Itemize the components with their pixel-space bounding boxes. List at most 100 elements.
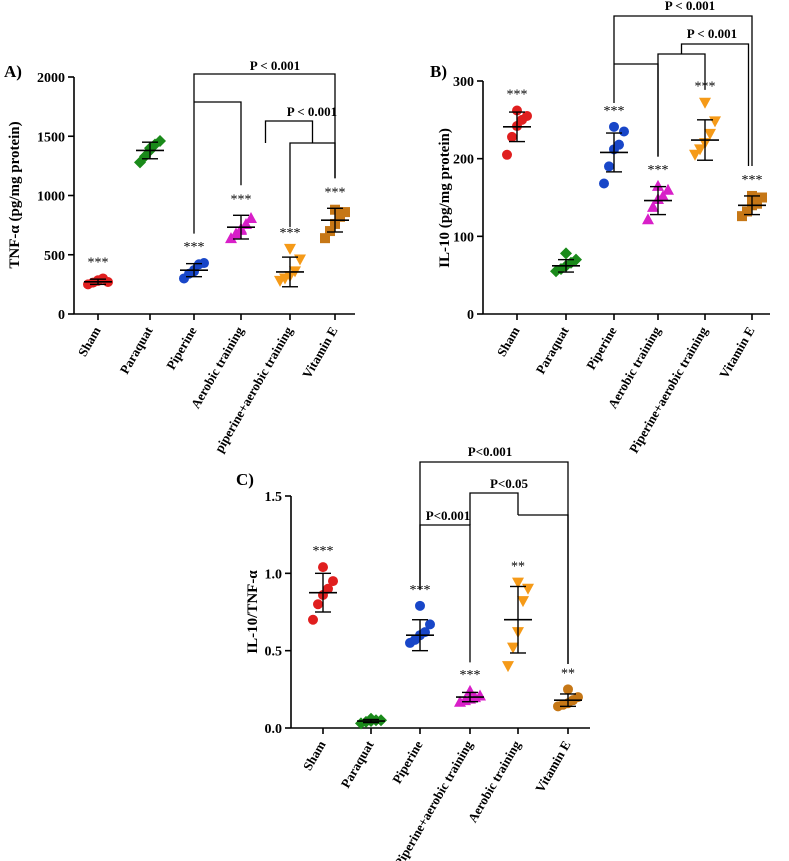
y-tick-label: 1500 — [37, 130, 65, 145]
data-point — [522, 583, 534, 595]
significance-mark: *** — [280, 226, 301, 241]
significance-mark: *** — [325, 185, 346, 200]
data-point — [502, 149, 512, 160]
p-value-label: P < 0.001 — [250, 58, 300, 73]
comparison-brackets: P < 0.001 P < 0.001 — [193, 58, 337, 234]
data-point — [245, 212, 257, 224]
data-point — [502, 661, 514, 673]
x-tick-label: Aerobic training — [465, 738, 524, 825]
significance-mark: *** — [604, 104, 625, 119]
significance-mark: *** — [507, 88, 528, 103]
significance-mark: ** — [511, 560, 525, 575]
y-tick-label: 500 — [44, 249, 65, 264]
significance-mark: *** — [88, 255, 109, 270]
y-tick-label: 200 — [453, 153, 474, 168]
x-tick-label: Vitamin E — [532, 738, 573, 795]
data-point — [694, 144, 706, 156]
data-point — [425, 619, 435, 630]
data-point — [619, 126, 629, 137]
bracket — [469, 492, 569, 664]
x-tick-label: Piperine — [389, 738, 426, 786]
y-axis-title: TNF-α (pg/mg protein) — [7, 121, 23, 268]
data-point — [154, 134, 166, 147]
significance-mark: ** — [561, 666, 575, 681]
data-point — [647, 200, 659, 212]
panel-2: B) 0 100 200 300 IL-10 (pg/mg protein) Sham Par… — [430, 0, 770, 456]
p-value-label: P < 0.001 — [287, 104, 337, 119]
data-point — [323, 583, 333, 594]
bracket — [419, 461, 569, 664]
y-tick-label: 0 — [58, 308, 65, 323]
x-tick-label: Sham — [75, 324, 104, 359]
data-point — [709, 116, 721, 128]
significance-mark: *** — [742, 173, 763, 188]
data-point — [704, 128, 716, 140]
x-tick-label: Piperine — [163, 324, 200, 372]
significance-mark: *** — [410, 583, 431, 598]
data-point — [599, 178, 609, 189]
data-point — [320, 233, 330, 244]
y-axis-title: IL-10 (pg/mg protein) — [437, 128, 453, 268]
data-point — [522, 110, 532, 121]
data-point — [642, 213, 654, 225]
significance-mark: *** — [231, 192, 252, 207]
x-tick-label: Paraquat — [117, 323, 156, 376]
bracket-branch — [680, 43, 750, 166]
panel-1: A) 0 500 1000 1500 2000 TNF-α (pg/mg protein) S… — [4, 58, 355, 455]
x-tick-label: Vitamin E — [299, 324, 340, 381]
p-value-label: P < 0.001 — [687, 26, 737, 41]
data-point — [464, 684, 476, 696]
panel-label: A) — [4, 62, 22, 81]
data-point — [507, 131, 517, 142]
x-tick-label: Paraquat — [533, 323, 572, 376]
x-tick-label: Vitamin E — [716, 324, 757, 381]
significance-mark: *** — [460, 668, 481, 683]
data-point — [340, 207, 350, 218]
data-point — [199, 258, 209, 269]
data-point — [240, 217, 252, 229]
bracket — [193, 73, 336, 234]
bracket-branch — [194, 101, 242, 186]
data-point — [662, 183, 674, 195]
p-value-label: P<0.001 — [468, 444, 513, 459]
y-tick-label: 0.5 — [265, 645, 283, 660]
panel-label: B) — [430, 62, 447, 81]
bracket-branch — [264, 120, 314, 143]
significance-mark: *** — [648, 163, 669, 178]
y-tick-label: 300 — [453, 75, 474, 90]
bracket — [613, 15, 753, 166]
x-tick-label: Piperine — [583, 324, 620, 372]
p-value-label: P<0.05 — [490, 476, 529, 491]
data-point — [742, 206, 752, 217]
p-value-label: P < 0.001 — [665, 0, 715, 13]
data-point — [699, 97, 711, 109]
data-point — [284, 243, 296, 255]
x-tick-label: Sham — [494, 324, 523, 359]
data-point — [757, 192, 767, 203]
data-point — [563, 684, 573, 695]
y-tick-label: 1.5 — [265, 490, 283, 505]
bracket — [419, 524, 471, 663]
significance-mark: *** — [184, 240, 205, 255]
data-point — [652, 179, 664, 191]
data-point — [752, 198, 762, 209]
data-point — [313, 599, 323, 610]
panel-label: C) — [236, 470, 254, 489]
data-point — [614, 139, 624, 150]
y-tick-label: 0 — [467, 308, 474, 323]
comparison-brackets: P < 0.001 P < 0.001 — [613, 0, 753, 166]
y-tick-label: 1.0 — [265, 567, 283, 582]
y-tick-label: 0.0 — [265, 722, 283, 737]
comparison-brackets: P<0.001 P<0.001 P<0.05 — [419, 444, 569, 664]
data-point — [318, 562, 328, 573]
y-tick-label: 100 — [453, 230, 474, 245]
data-point — [657, 189, 669, 201]
data-point — [308, 614, 318, 625]
data-point — [328, 576, 338, 587]
data-point — [689, 149, 701, 161]
bracket — [657, 53, 706, 157]
significance-mark: *** — [313, 544, 334, 559]
x-tick-label: Paraquat — [338, 737, 377, 790]
y-tick-label: 2000 — [37, 71, 65, 86]
